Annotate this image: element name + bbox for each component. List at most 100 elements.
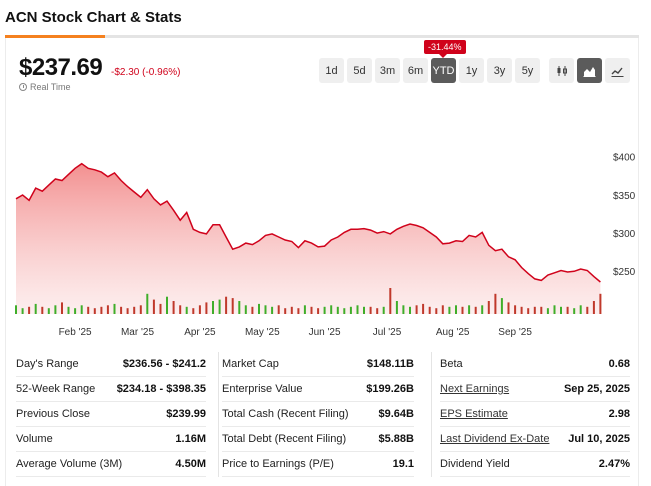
x-axis-tick-label: May '25 (245, 327, 280, 338)
stat-value: 4.50M (175, 458, 206, 470)
price-area (16, 163, 601, 314)
volume-bar (474, 306, 477, 314)
next-earnings-link[interactable]: Next Earnings (440, 383, 510, 395)
volume-bar (179, 305, 182, 314)
volume-bar (87, 306, 90, 314)
range-button-3y[interactable]: 3y (487, 58, 512, 83)
volume-bar (540, 306, 543, 314)
volume-bar (599, 293, 602, 314)
volume-bar (47, 308, 50, 314)
stat-row-market-cap: Market Cap $148.11B (222, 352, 414, 377)
volume-bar (303, 305, 306, 314)
volume-bar (264, 305, 267, 314)
stat-label: Previous Close (16, 408, 90, 420)
volume-bar (93, 308, 96, 314)
volume-bar (152, 299, 155, 314)
stat-label: Day's Range (16, 358, 79, 370)
stat-label: 52-Week Range (16, 383, 96, 395)
stat-value: $9.64B (378, 408, 414, 420)
volume-bar (317, 308, 320, 314)
stat-value: $236.56 - $241.2 (122, 358, 206, 370)
volume-bar (349, 306, 352, 314)
stat-value: $239.99 (166, 408, 206, 420)
volume-bar (225, 296, 228, 314)
header-divider (5, 35, 639, 38)
range-button-ytd[interactable]: YTD (431, 58, 456, 83)
volume-bar (120, 306, 123, 314)
volume-bar (553, 305, 556, 314)
volume-bar (363, 306, 365, 314)
volume-bar (192, 308, 195, 314)
volume-bar (494, 293, 497, 314)
volume-bar (560, 306, 562, 314)
volume-bar (323, 306, 326, 314)
volume-bar (185, 306, 188, 314)
volume-bar (106, 305, 109, 314)
price-chart[interactable]: $400 $350 $300 $250 Feb '25 Mar '25 Apr '25 Ma… (0, 0, 651, 350)
current-price: $237.69 (19, 54, 103, 81)
eps-estimate-link[interactable]: EPS Estimate (440, 408, 508, 420)
range-button-1y[interactable]: 1y (459, 58, 484, 83)
range-button-5d[interactable]: 5d (347, 58, 372, 83)
stat-value: $148.11B (366, 358, 414, 370)
stat-row-last-dividend: Last Dividend Ex-Date Jul 10, 2025 (440, 427, 630, 452)
volume-bar (297, 308, 300, 314)
volume-bar (415, 305, 418, 314)
range-button-5y[interactable]: 5y (515, 58, 540, 83)
range-selector: 1d 5d 3m 6m YTD 1y 3y 5y (319, 58, 540, 83)
volume-bar (218, 299, 221, 314)
volume-bar (100, 306, 103, 314)
volume-bar (336, 306, 339, 314)
volume-bar (139, 305, 142, 314)
volume-bar (533, 306, 536, 314)
volume-bar (231, 298, 234, 314)
range-button-3m[interactable]: 3m (375, 58, 400, 83)
volume-bar (61, 302, 63, 314)
line-chart-button[interactable] (605, 58, 630, 83)
realtime-indicator: Real Time (19, 82, 71, 92)
volume-bar (133, 306, 136, 314)
x-axis-tick-label: Aug '25 (436, 327, 470, 338)
volume-bar (290, 306, 293, 314)
stats-column-2: Market Cap $148.11B Enterprise Value $199.… (222, 352, 426, 477)
stat-row-volume: Volume 1.16M (16, 427, 206, 452)
volume-bar (41, 306, 44, 314)
volume-bar (166, 296, 168, 314)
candlestick-icon (557, 65, 567, 76)
stat-value: 0.68 (608, 358, 630, 370)
x-axis-tick-label: Feb '25 (59, 327, 92, 338)
stat-value: 19.1 (392, 458, 414, 470)
stat-label: Total Debt (Recent Filing) (222, 433, 347, 445)
volume-bar (126, 308, 129, 314)
stat-row-pe-ratio: Price to Earnings (P/E) 19.1 (222, 452, 414, 477)
range-button-1d[interactable]: 1d (319, 58, 344, 83)
price-change: -$2.30 (-0.96%) (111, 67, 181, 78)
volume-bar (74, 308, 77, 314)
column-divider (218, 352, 219, 477)
page-title: ACN Stock Chart & Stats (5, 9, 182, 26)
volume-bar (592, 301, 595, 314)
volume-bar (212, 301, 214, 314)
clock-icon (19, 83, 27, 91)
volume-bar (21, 308, 24, 314)
stat-row-total-debt: Total Debt (Recent Filing) $5.88B (222, 427, 414, 452)
volume-bar (146, 293, 149, 314)
volume-bar (546, 308, 549, 314)
last-dividend-link[interactable]: Last Dividend Ex-Date (440, 433, 550, 445)
y-axis-tick-label: $350 (613, 191, 636, 202)
volume-bar (481, 305, 484, 314)
stat-label: Enterprise Value (222, 383, 303, 395)
x-axis-tick-label: Jun '25 (309, 327, 341, 338)
volume-bar (487, 301, 490, 314)
stat-row-next-earnings: Next Earnings Sep 25, 2025 (440, 377, 630, 402)
volume-bar (277, 305, 280, 314)
ytd-change-badge: -31.44% (424, 40, 466, 58)
candlestick-button[interactable] (549, 58, 574, 83)
stats-column-1: Day's Range $236.56 - $241.2 52-Week Rang… (16, 352, 206, 477)
volume-bar (435, 308, 438, 314)
x-axis-tick-label: Apr '25 (184, 327, 216, 338)
range-button-6m[interactable]: 6m (403, 58, 428, 83)
header-divider-accent (5, 35, 105, 38)
area-chart-icon (583, 66, 596, 77)
area-chart-button[interactable] (577, 58, 602, 83)
